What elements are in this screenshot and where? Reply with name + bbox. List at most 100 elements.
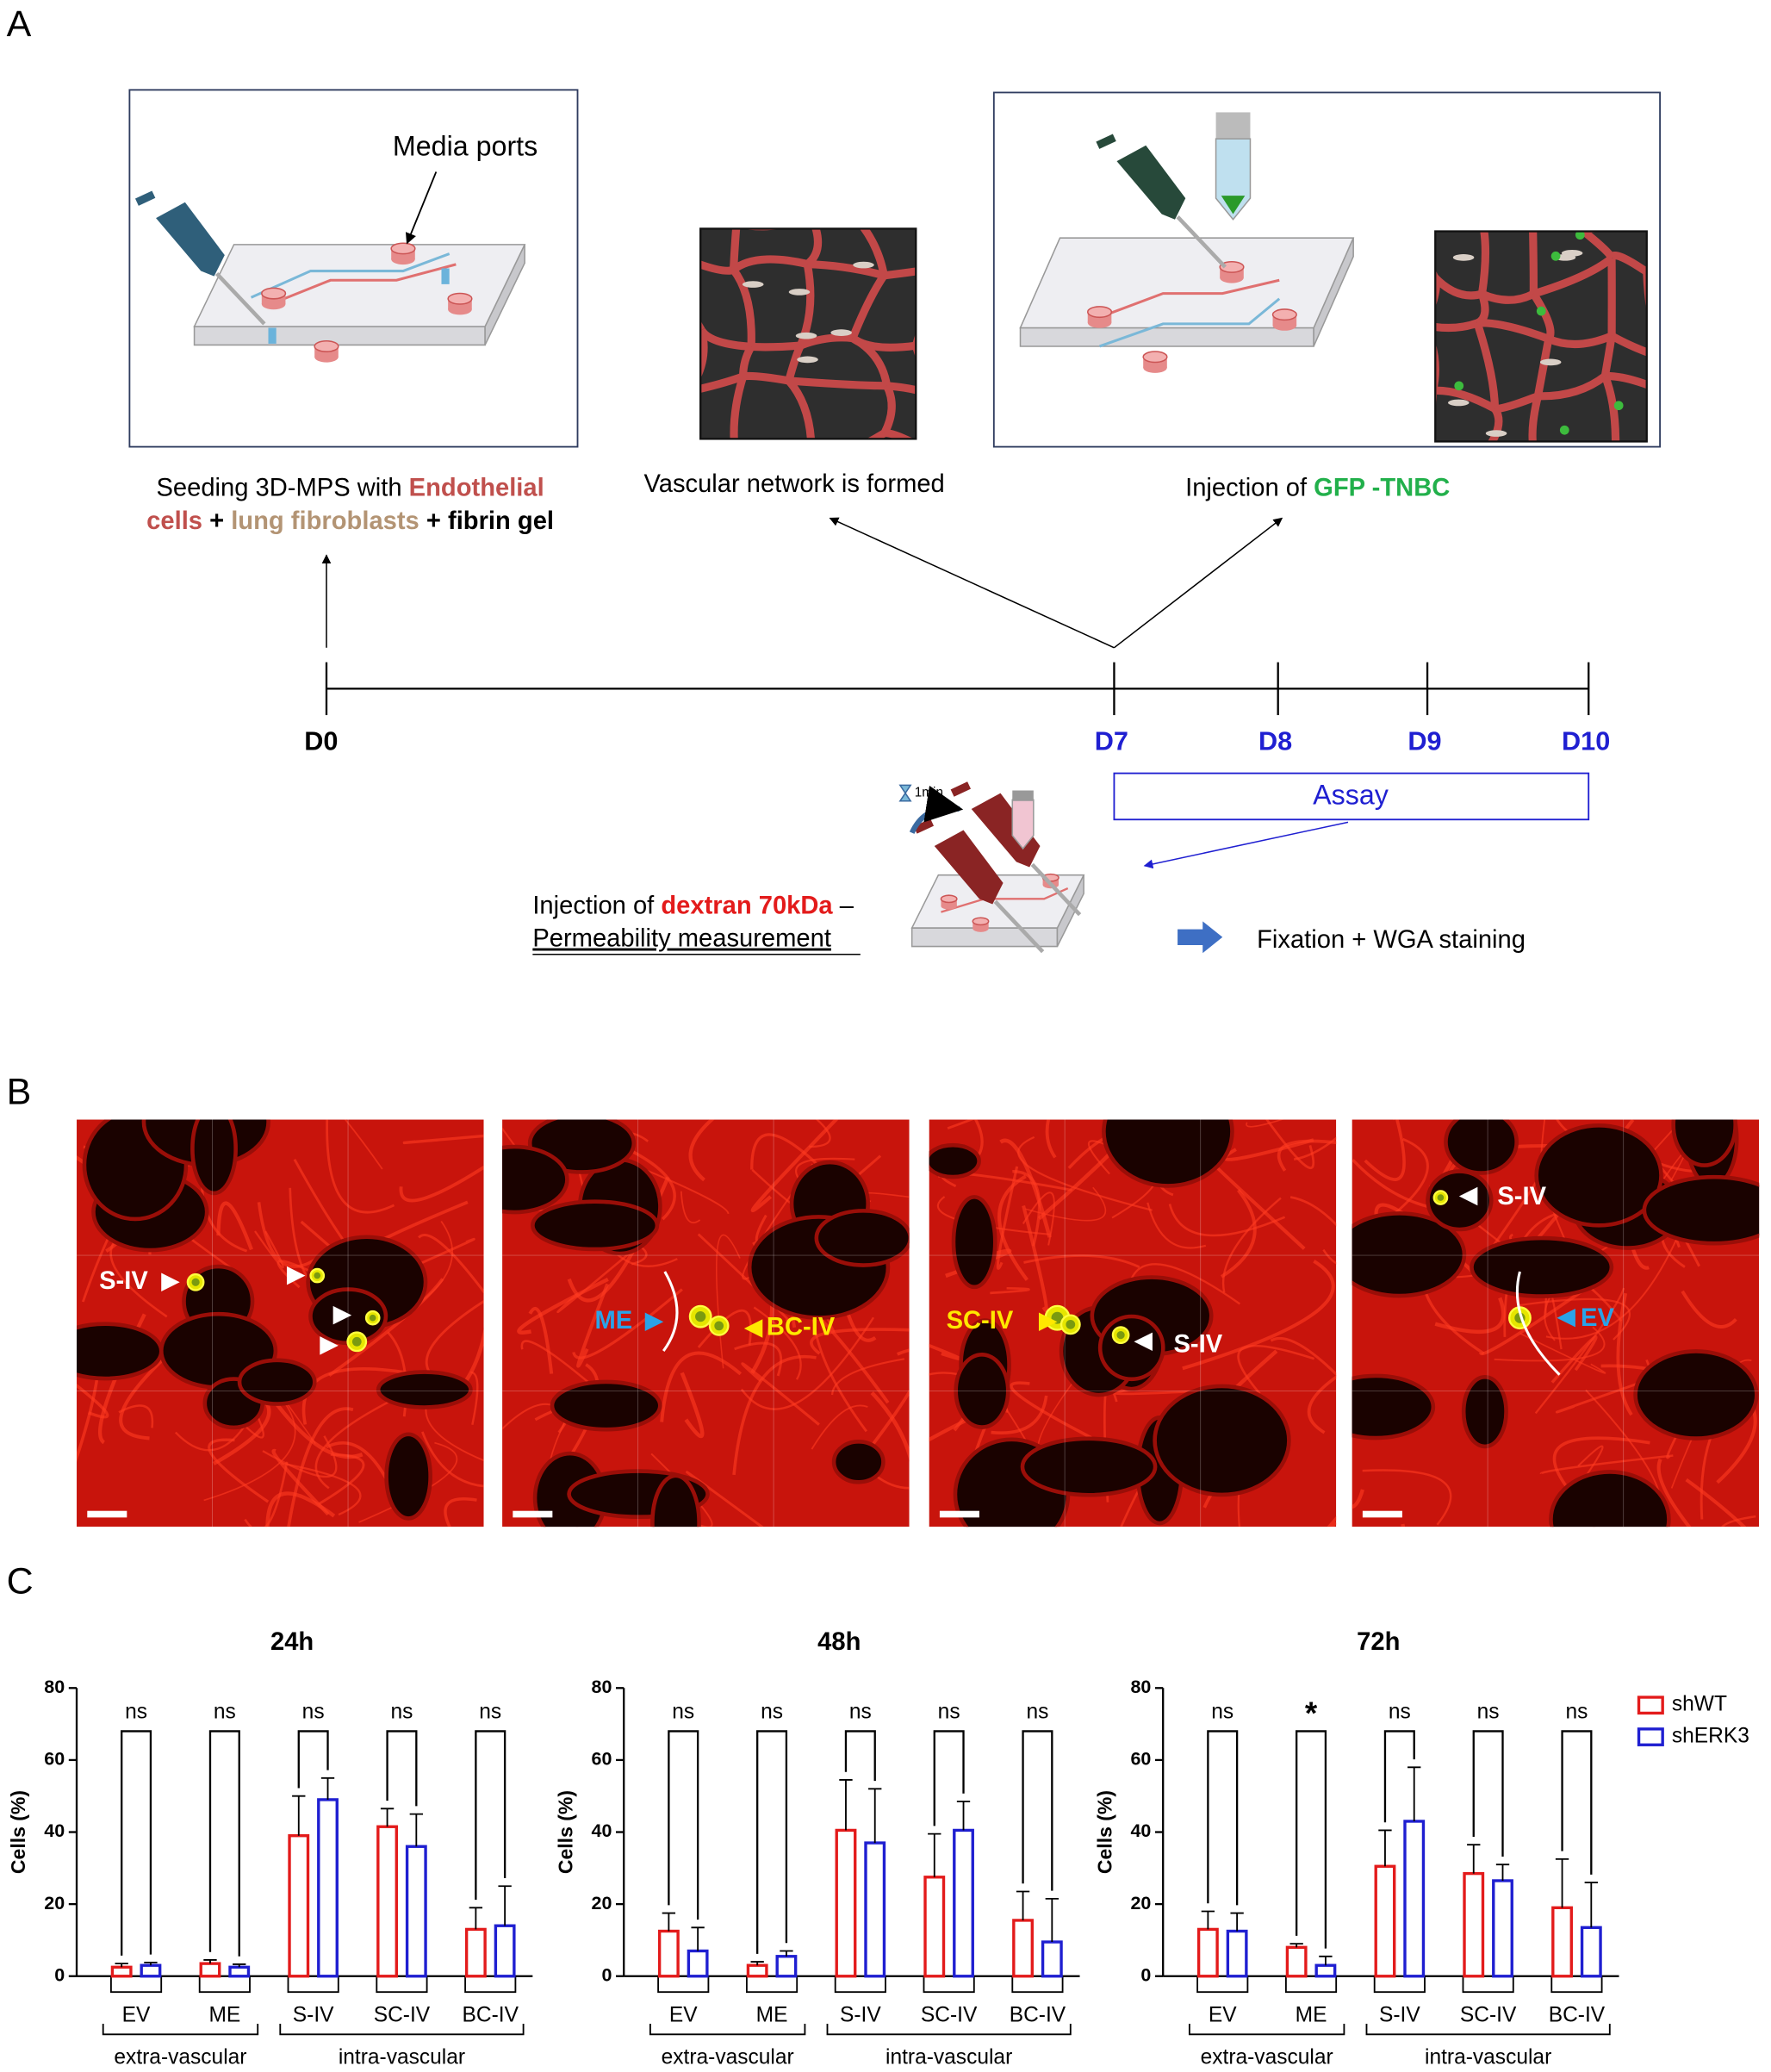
category-bracket xyxy=(1550,1976,1603,1994)
pointer xyxy=(286,1266,306,1285)
micrograph xyxy=(929,1119,1337,1528)
pointer xyxy=(1134,1332,1153,1352)
fiber xyxy=(1545,1235,1680,1340)
fiber xyxy=(1656,1458,1692,1528)
category-bracket xyxy=(1373,1976,1426,1994)
y-tick-label: 80 xyxy=(1131,1677,1152,1697)
lumen xyxy=(1470,1235,1614,1298)
caption: cells + lung fibroblasts + fibrin gel xyxy=(146,507,554,535)
category-bracket xyxy=(1284,1976,1338,1994)
y-tick-label: 0 xyxy=(601,1964,612,1985)
y-tick-label: 0 xyxy=(1140,1964,1151,1985)
group-bracket xyxy=(279,2023,525,2036)
fibroblast xyxy=(742,281,764,288)
fiber xyxy=(216,1201,253,1251)
lumen xyxy=(1461,1374,1508,1449)
fiber xyxy=(1322,1248,1337,1265)
fiber xyxy=(271,1448,330,1516)
fiber xyxy=(1237,1344,1315,1395)
fiber xyxy=(1114,1388,1216,1396)
chip-top xyxy=(1019,237,1355,329)
lumen xyxy=(1671,1119,1737,1167)
error-bar xyxy=(1495,1864,1510,1881)
bar xyxy=(1580,1926,1602,1978)
chip-side xyxy=(193,326,486,346)
group-label: extra-vascular xyxy=(1201,2045,1333,2069)
significance-label: ns xyxy=(1477,1700,1500,1723)
fiber xyxy=(572,1288,683,1360)
vessel xyxy=(730,375,748,439)
x-tick-label: ME xyxy=(756,2003,788,2026)
fibroblast xyxy=(1561,249,1583,257)
port xyxy=(1143,362,1167,373)
tube-green xyxy=(1221,196,1246,215)
fiber xyxy=(1364,1119,1406,1181)
chip-top xyxy=(193,244,526,327)
pipette-plunger xyxy=(1096,134,1116,149)
bar xyxy=(140,1963,162,1978)
scale-bar xyxy=(1362,1510,1402,1518)
pointer xyxy=(320,1336,339,1355)
vessel xyxy=(786,377,815,439)
vessel xyxy=(785,343,805,383)
fiber xyxy=(872,1472,910,1490)
pipette-plunger xyxy=(134,190,156,206)
fiber xyxy=(1556,1119,1569,1134)
group-bracket xyxy=(1365,2023,1611,2036)
y-tick-label: 20 xyxy=(1131,1893,1152,1913)
bar xyxy=(1463,1871,1485,1978)
bar xyxy=(1403,1820,1426,1978)
significance-bracket xyxy=(1207,1730,1239,1906)
vessel xyxy=(1614,457,1648,475)
timeline-label: D8 xyxy=(1258,725,1292,756)
vessel xyxy=(668,214,680,257)
vessel xyxy=(1546,332,1613,349)
bar xyxy=(923,1876,946,1978)
fibroblast xyxy=(1485,430,1507,437)
fiber xyxy=(680,1372,705,1439)
error-bar xyxy=(498,1885,512,1926)
channel xyxy=(250,252,451,299)
assay-box xyxy=(1113,772,1590,821)
error-bar xyxy=(1407,1766,1421,1821)
fibroblast xyxy=(853,261,874,269)
bar xyxy=(657,1929,680,1978)
pointer xyxy=(644,1312,664,1332)
error-bar xyxy=(1555,1857,1569,1908)
y-tick-label: 20 xyxy=(592,1893,612,1913)
network xyxy=(1435,231,1648,475)
y-tick-label: 40 xyxy=(592,1820,612,1841)
port xyxy=(391,253,415,265)
significance-label: ns xyxy=(214,1700,236,1723)
fibroblast xyxy=(1539,358,1562,366)
channel xyxy=(270,263,457,306)
port xyxy=(1220,272,1244,283)
vessel xyxy=(1529,231,1538,295)
vessel xyxy=(740,228,784,231)
fiber xyxy=(753,1306,802,1380)
chart-title: 72h xyxy=(1357,1628,1400,1656)
fiber xyxy=(810,1328,910,1355)
vessel xyxy=(799,333,854,350)
category-bracket xyxy=(657,1976,710,1994)
error-bar xyxy=(1201,1910,1215,1930)
y-tick-label: 60 xyxy=(1131,1749,1152,1770)
fiber xyxy=(680,1191,701,1224)
fiber xyxy=(831,1358,905,1396)
chip-side xyxy=(1019,327,1314,347)
port-top xyxy=(1271,308,1297,321)
caption-part: Endothelial xyxy=(409,474,544,501)
caption-part: cells xyxy=(146,507,202,535)
fiber xyxy=(991,1395,1048,1434)
y-tick-label: 40 xyxy=(1131,1820,1152,1841)
vessel xyxy=(700,260,736,275)
group-bracket xyxy=(649,2023,806,2036)
tumor-cell xyxy=(1575,231,1585,240)
fiber xyxy=(326,1119,395,1214)
x-tick-label: SC-IV xyxy=(921,2003,978,2026)
pipette-plunger xyxy=(913,818,935,834)
bar xyxy=(1226,1929,1248,1978)
caption: Seeding 3D-MPS with Endothelial xyxy=(157,474,544,501)
bar xyxy=(953,1828,974,1978)
error-bar xyxy=(1045,1897,1059,1943)
